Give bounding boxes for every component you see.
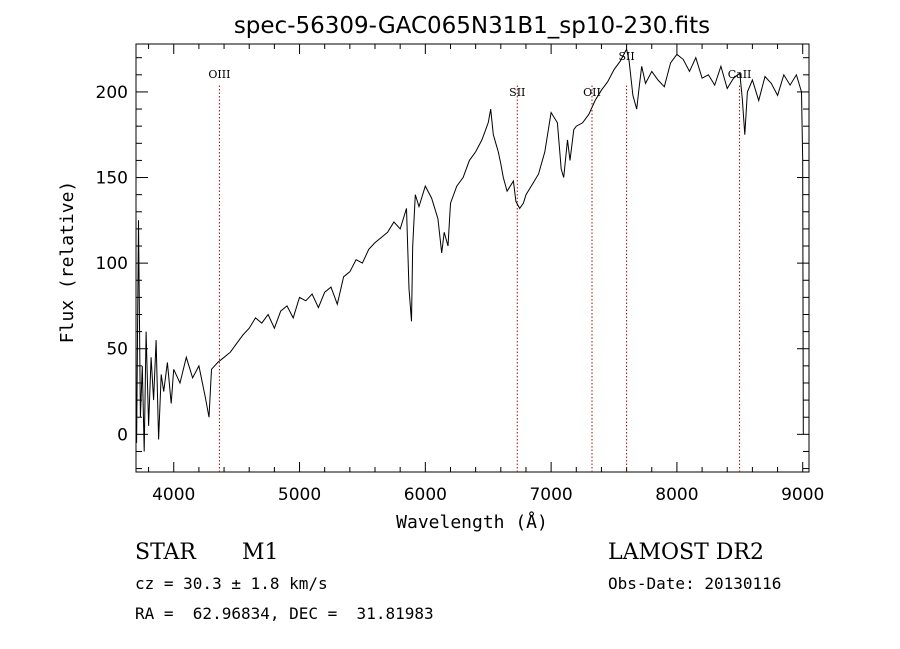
spectrum-line <box>136 47 804 452</box>
y-tick-label: 200 <box>96 83 128 103</box>
emission-line-label: OIII <box>208 68 230 81</box>
coordinates: RA = 62.96834, DEC = 31.81983 <box>135 604 434 623</box>
y-axis-label: Flux (relative) <box>57 181 78 344</box>
plot-frame <box>135 43 810 473</box>
redshift-value: cz = 30.3 ± 1.8 km/s <box>135 574 328 593</box>
object-class: STAR <box>135 540 196 565</box>
spectrum-series <box>136 47 804 452</box>
x-tick-label: 4000 <box>152 485 195 505</box>
y-tick-label: 100 <box>96 254 128 274</box>
y-tick-label: 150 <box>96 169 128 189</box>
survey-name: LAMOST DR2 <box>608 540 764 565</box>
y-tick-label: 0 <box>117 425 128 445</box>
emission-line-label: SII <box>618 50 634 63</box>
x-axis-label: Wavelength (Å) <box>396 511 548 533</box>
x-tick-label: 6000 <box>404 485 447 505</box>
chart-title: spec-56309-GAC065N31B1_sp10-230.fits <box>234 13 710 39</box>
emission-line-label: OII <box>583 86 601 99</box>
object-subclass: M1 <box>242 540 279 565</box>
obs-date: Obs-Date: 20130116 <box>608 574 782 593</box>
axis-ticks: 4000 5000 6000 7000 8000 9000 0 50 100 150 200 <box>96 44 824 505</box>
x-tick-label: 8000 <box>655 485 698 505</box>
x-tick-label: 7000 <box>529 485 572 505</box>
y-tick-label: 50 <box>106 340 128 360</box>
x-tick-label: 5000 <box>278 485 321 505</box>
x-tick-label: 9000 <box>781 485 824 505</box>
emission-line-label: SII <box>509 86 525 99</box>
